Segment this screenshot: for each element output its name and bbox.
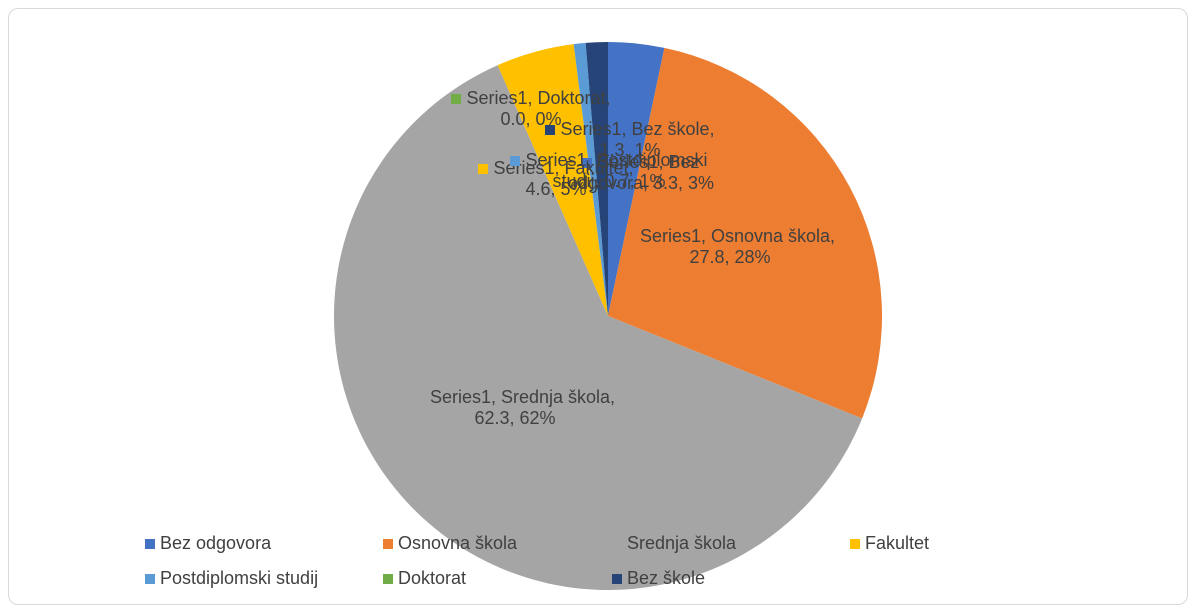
legend-key bbox=[612, 574, 622, 585]
data-label: Series1, Bez škole, 1.3, 1% bbox=[530, 119, 730, 161]
legend-key bbox=[850, 539, 860, 550]
pie-slice bbox=[334, 65, 863, 590]
label-text: Series1, Doktorat, 0.0, 0% bbox=[466, 88, 611, 129]
legend-item: Bez odgovora bbox=[145, 533, 271, 554]
label-text: Series1, Postdiplomski studij, 0.7, 1% bbox=[525, 150, 708, 191]
legend-key bbox=[383, 574, 393, 585]
label-text: Srednja škola bbox=[627, 533, 737, 553]
label-text: Doktorat bbox=[398, 568, 467, 588]
legend-item: Bez škole bbox=[612, 568, 705, 589]
pie-slice bbox=[573, 42, 608, 316]
legend-item: Postdiplomski studij bbox=[145, 568, 318, 589]
chart-frame bbox=[8, 8, 1188, 605]
label-text: Series1, Bez škole, 1.3, 1% bbox=[560, 119, 715, 160]
legend-key bbox=[545, 125, 556, 136]
label-text: Postdiplomski studij bbox=[160, 568, 319, 588]
legend-item: Srednja škola bbox=[612, 533, 736, 554]
label-text: Fakultet bbox=[865, 533, 930, 553]
legend-key bbox=[145, 574, 155, 585]
legend-key bbox=[624, 232, 635, 243]
legend-key bbox=[383, 539, 393, 550]
legend-key bbox=[451, 94, 462, 105]
label-text: Osnovna škola bbox=[398, 533, 518, 553]
pie-slice bbox=[608, 42, 665, 316]
label-text: Bez škole bbox=[627, 568, 706, 588]
label-text: Bez odgovora bbox=[160, 533, 272, 553]
data-label: Series1, Bez odgovora, 3.3, 3% bbox=[546, 152, 736, 194]
legend-item: Osnovna škola bbox=[383, 533, 517, 554]
data-label: Series1, Postdiplomski studij, 0.7, 1% bbox=[494, 150, 724, 192]
label-text: Series1, Fakultet, 4.6, 5% bbox=[493, 158, 634, 199]
legend-key bbox=[612, 539, 622, 550]
data-label: Series1, Srednja škola, 62.3, 62% bbox=[400, 387, 630, 429]
legend-key bbox=[145, 539, 155, 550]
legend-item: Doktorat bbox=[383, 568, 466, 589]
data-label: Series1, Osnovna škola, 27.8, 28% bbox=[620, 226, 840, 268]
legend-key bbox=[478, 164, 489, 175]
data-label: Series1, Doktorat, 0.0, 0% bbox=[436, 88, 626, 130]
legend-key bbox=[414, 393, 425, 404]
legend-item: Fakultet bbox=[850, 533, 929, 554]
data-label: Series1, Fakultet, 4.6, 5% bbox=[466, 158, 646, 200]
pie-slice bbox=[585, 42, 608, 316]
label-text: Series1, Bez odgovora, 3.3, 3% bbox=[567, 152, 715, 193]
legend-key bbox=[582, 158, 593, 169]
label-text: Series1, Srednja škola, 62.3, 62% bbox=[429, 387, 616, 428]
pie-slice bbox=[497, 44, 608, 316]
label-text: Series1, Osnovna škola, 27.8, 28% bbox=[639, 226, 836, 267]
pie-slice bbox=[608, 47, 883, 419]
legend-key bbox=[510, 156, 521, 167]
